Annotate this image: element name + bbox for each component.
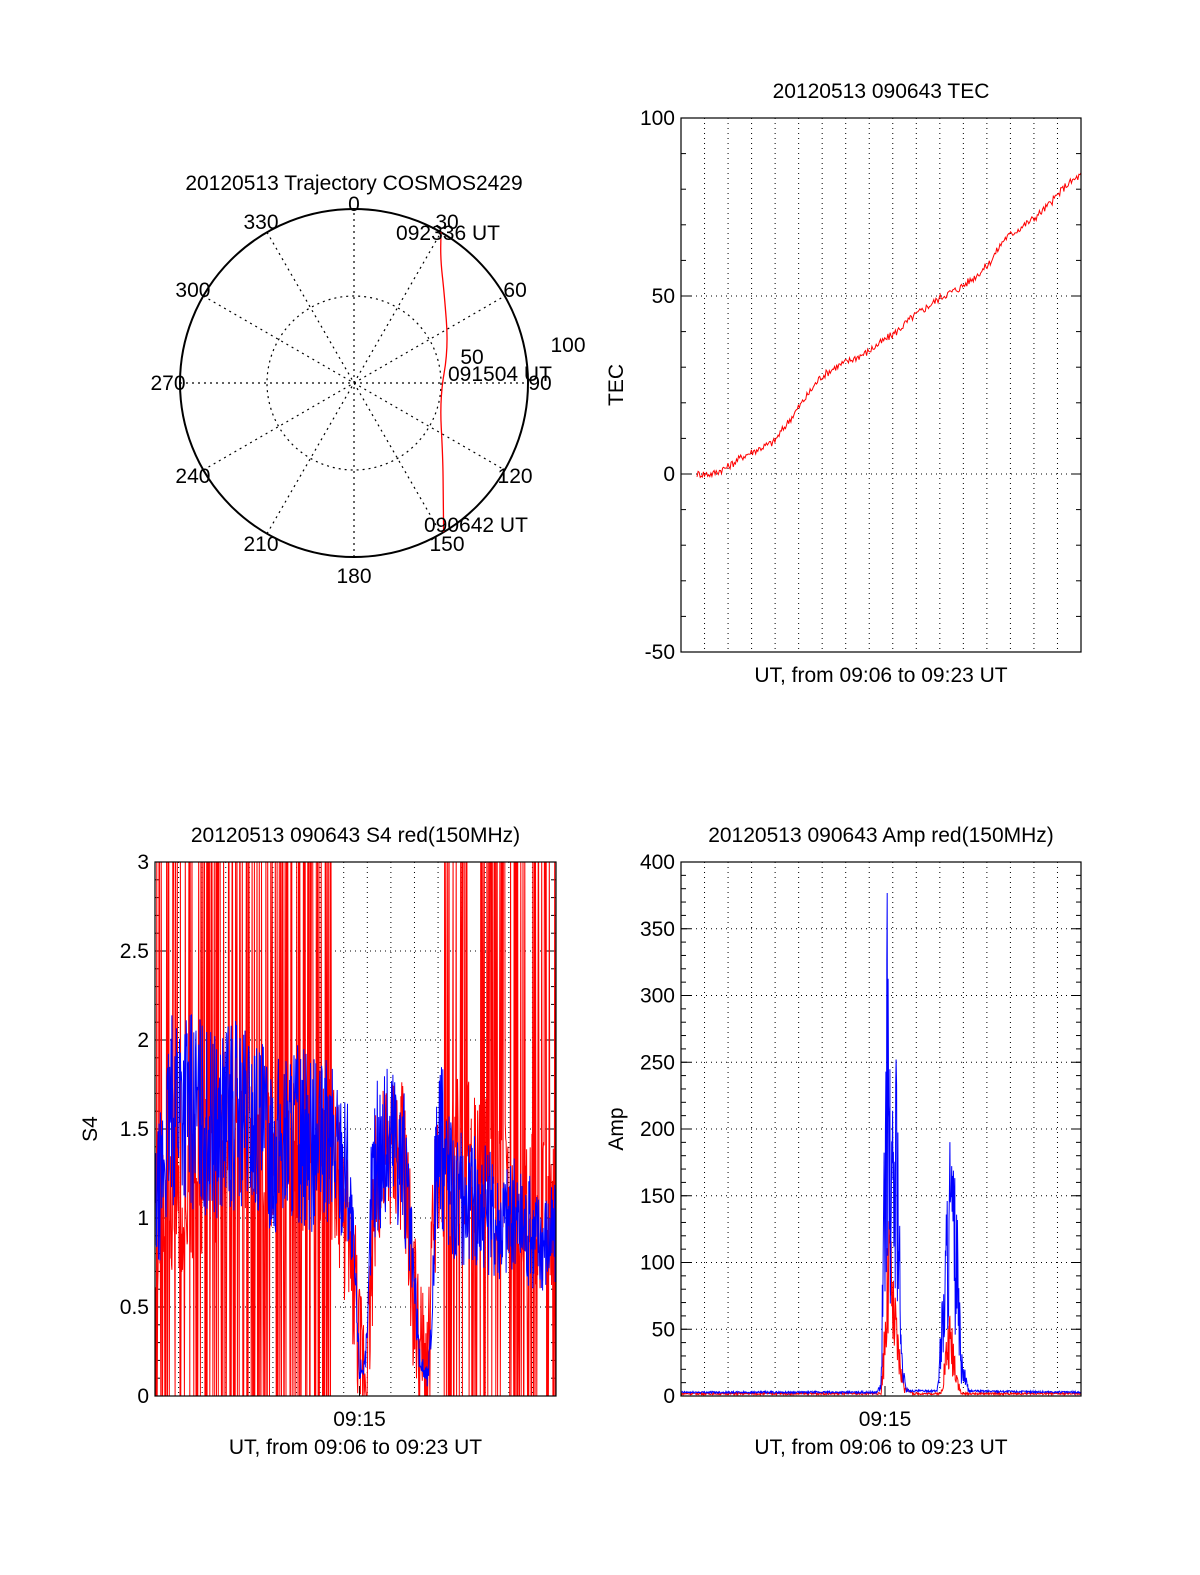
- y-tick-label: 250: [640, 1051, 675, 1074]
- s4-ylabel: S4: [79, 1116, 102, 1142]
- trajectory-line: [440, 232, 448, 533]
- amp-ylabel: Amp: [605, 1107, 628, 1150]
- tec-ylabel: TEC: [605, 364, 628, 406]
- angle-tick-label: 120: [498, 465, 533, 488]
- y-tick-label: 50: [652, 1318, 675, 1341]
- plot-frame: [680, 861, 1082, 1397]
- x-tick-label: 09:15: [333, 1408, 386, 1431]
- amp-title: 20120513 090643 Amp red(150MHz): [708, 824, 1054, 847]
- angle-tick-label: 240: [175, 465, 210, 488]
- y-tick-label: -50: [645, 641, 675, 664]
- angle-tick-label: 0: [348, 193, 360, 216]
- radius-tick-label: 50: [460, 346, 483, 369]
- angle-tick-label: 180: [336, 565, 371, 588]
- y-tick-label: 0: [663, 1385, 675, 1408]
- y-tick-label: 2: [137, 1029, 149, 1052]
- tec-xlabel: UT, from 09:06 to 09:23 UT: [754, 664, 1007, 687]
- y-tick-label: 100: [640, 1252, 675, 1275]
- s4-plot: [154, 861, 557, 1397]
- s4-title: 20120513 090643 S4 red(150MHz): [191, 824, 520, 847]
- y-tick-label: 400: [640, 851, 675, 874]
- y-tick-label: 100: [640, 107, 675, 130]
- y-tick-label: 0: [137, 1385, 149, 1408]
- y-tick-label: 1: [137, 1207, 149, 1230]
- trajectory-time-label: 091504 UT: [448, 363, 552, 386]
- s4-series-1: [155, 1014, 556, 1387]
- y-tick-label: 350: [640, 918, 675, 941]
- trajectory-time-label: 092336 UT: [396, 222, 500, 245]
- amp-plot: [680, 861, 1082, 1397]
- tec-title: 20120513 090643 TEC: [773, 80, 990, 103]
- y-tick-label: 50: [652, 285, 675, 308]
- angle-tick-label: 210: [243, 533, 278, 556]
- y-tick-label: 1.5: [120, 1118, 149, 1141]
- y-tick-label: 0.5: [120, 1296, 149, 1319]
- y-tick-label: 3: [137, 851, 149, 874]
- s4-xlabel: UT, from 09:06 to 09:23 UT: [229, 1436, 482, 1459]
- trajectory-plot: [179, 208, 529, 558]
- angle-tick-label: 90: [528, 372, 551, 395]
- s4-series-0: [155, 862, 556, 1396]
- y-tick-label: 0: [663, 463, 675, 486]
- tec-series-0: [696, 172, 1081, 479]
- y-tick-label: 300: [640, 985, 675, 1008]
- trajectory-time-label: 090642 UT: [424, 514, 528, 537]
- angle-tick-label: 30: [435, 211, 458, 234]
- tec-plot: [680, 117, 1082, 653]
- spoke-line: [266, 232, 442, 534]
- plot-frame: [154, 861, 557, 1397]
- x-tick-label: 09:15: [859, 1408, 912, 1431]
- y-tick-label: 200: [640, 1118, 675, 1141]
- trajectory-title: 20120513 Trajectory COSMOS2429: [185, 172, 522, 195]
- y-tick-label: 2.5: [120, 940, 149, 963]
- angle-tick-label: 270: [150, 372, 185, 395]
- amp-xlabel: UT, from 09:06 to 09:23 UT: [754, 1436, 1007, 1459]
- angle-tick-label: 60: [503, 279, 526, 302]
- amp-series-1: [681, 892, 1081, 1396]
- angle-tick-label: 330: [243, 211, 278, 234]
- radius-tick-label: 100: [550, 334, 585, 357]
- plot-frame: [680, 117, 1082, 653]
- inner-ring: [266, 295, 442, 471]
- angle-tick-label: 300: [175, 279, 210, 302]
- angle-tick-label: 150: [429, 533, 464, 556]
- y-tick-label: 150: [640, 1185, 675, 1208]
